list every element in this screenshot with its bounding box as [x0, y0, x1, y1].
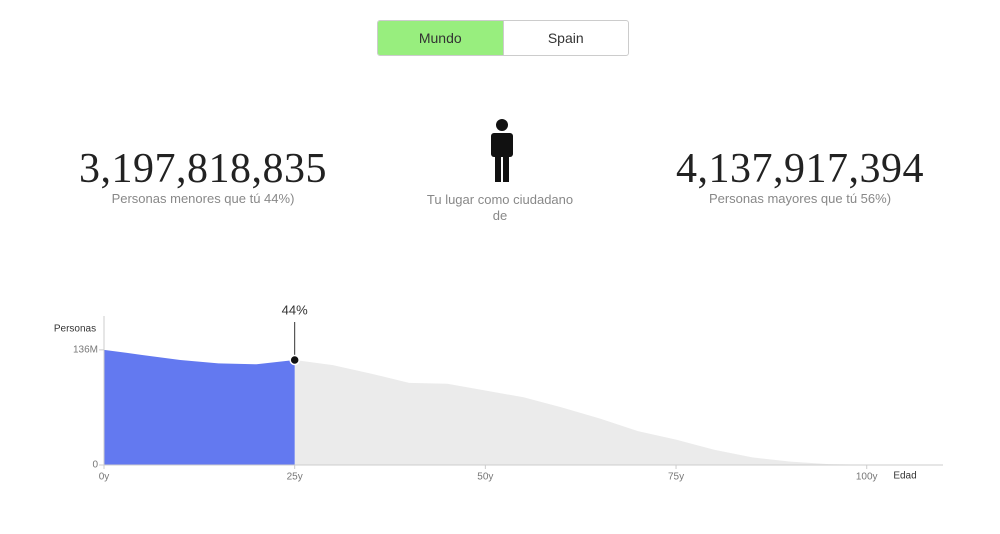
- x-tick-label: 100y: [856, 472, 878, 483]
- x-tick-label: 50y: [477, 472, 493, 483]
- highlight-label: 44%: [282, 302, 308, 317]
- x-tick-label: 75y: [668, 472, 684, 483]
- y-tick-label: 0: [92, 460, 98, 471]
- area-lower: [104, 349, 295, 465]
- x-axis-label: Edad: [893, 471, 916, 482]
- stat-caption: Personas mayores que tú 56%): [708, 191, 892, 206]
- stat-caption: Personas menores que tú 44%): [111, 191, 295, 206]
- center-caption: Tu lugar como ciudadano de: [426, 192, 574, 223]
- area-upper: [294, 360, 867, 465]
- toggle-button[interactable]: Mundo: [378, 21, 504, 55]
- stat-number: 3,197,818,835: [79, 146, 327, 192]
- y-tick-label: 136M: [73, 345, 98, 356]
- y-axis-label: Personas: [54, 324, 96, 335]
- x-tick-label: 25y: [287, 472, 303, 483]
- toggle-button[interactable]: Spain: [547, 30, 584, 46]
- region-toggle: Mundo Spain: [377, 20, 629, 56]
- right-stat: 4,137,917,394 Personas mayores que tú 56…: [640, 145, 960, 206]
- stat-number: 4,137,917,394: [676, 146, 924, 192]
- left-stat: 3,197,818,835 Personas menores que tú 44…: [43, 145, 363, 206]
- person-icon: [491, 119, 513, 182]
- highlight-dot: [289, 354, 300, 366]
- x-tick-label: 0y: [99, 472, 110, 483]
